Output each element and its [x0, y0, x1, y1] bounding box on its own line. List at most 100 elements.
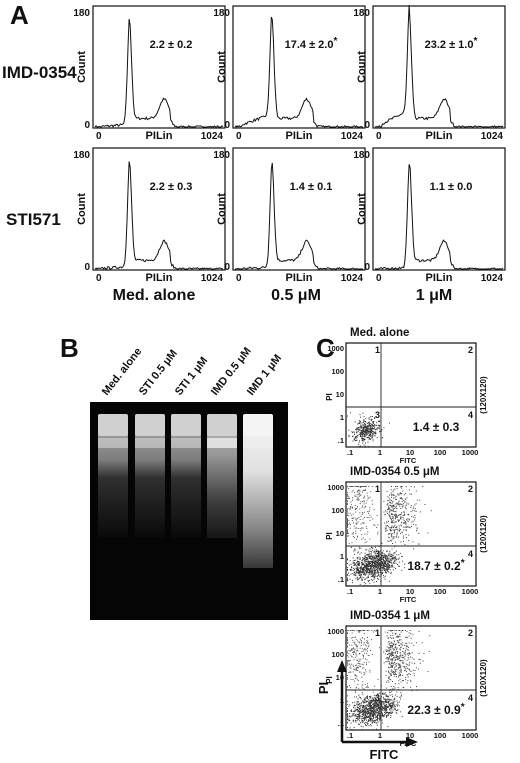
- quadrant-number: 2: [468, 628, 473, 638]
- y-axis-label: Count: [216, 193, 228, 225]
- dot-plot-frame: [345, 481, 477, 587]
- dot-plot-title: IMD-0354 0.5 μM: [350, 466, 439, 478]
- histogram-panel: 180 0 Count PILin 0 1024 2.2 ± 0.3: [73, 147, 226, 284]
- dot-plot-frame: [345, 625, 477, 731]
- dot-plot: Med. alone 1 2 3 4 1000 100 10 1 .1 PI .1 1 10 100 1000…: [325, 327, 488, 465]
- y-tick-min: 0: [224, 262, 230, 273]
- pi-arrow-label: PI: [316, 682, 331, 694]
- histogram-curve: [374, 164, 504, 270]
- quadrant-number: 3: [375, 410, 380, 420]
- x-tick-max: 1024: [481, 273, 504, 284]
- histogram-frame: [92, 147, 226, 271]
- histogram-frame: [92, 5, 226, 129]
- quadrant-number: 2: [468, 484, 473, 494]
- gel-band: [135, 414, 165, 436]
- significance-star: *: [473, 36, 477, 47]
- event-dots: [347, 486, 432, 586]
- significance-star: *: [333, 36, 337, 47]
- y-tick-label: 1000: [327, 627, 344, 636]
- histogram-frame: [372, 147, 506, 271]
- y-tick-min: 0: [364, 262, 370, 273]
- quadrant-value: 22.3 ± 0.9*: [407, 702, 464, 717]
- gel-band: [207, 414, 237, 436]
- histogram-curve: [94, 18, 224, 128]
- x-axis-label: PILin: [146, 272, 173, 284]
- panel-b-letter: B: [60, 333, 79, 363]
- gel-lane: [171, 414, 201, 538]
- x-tick-label: .1: [347, 587, 353, 596]
- x-tick-label: 1: [378, 448, 382, 457]
- histogram-panel: 180 0 Count PILin 0 1024 23.2 ± 1.0*: [353, 4, 506, 142]
- histogram-frame: [232, 5, 366, 129]
- y-tick-label: 1000: [327, 344, 344, 353]
- gel-band: [243, 414, 273, 436]
- quadrant-value: 1.4 ± 0.3: [413, 420, 460, 434]
- quadrant-number: 4: [468, 410, 473, 420]
- x-tick-label: 100: [434, 448, 447, 457]
- histogram-panel: 180 0 Count PILin 0 1024 1.4 ± 0.1: [213, 147, 366, 284]
- x-tick-min: 0: [96, 273, 102, 284]
- significance-star: *: [461, 558, 465, 569]
- y-axis-label: PI: [325, 676, 334, 684]
- x-tick-min: 0: [376, 273, 382, 284]
- y-tick-max: 180: [213, 8, 230, 19]
- panel-a-row-label-sti: STI571: [6, 210, 61, 229]
- histogram-frame: [372, 5, 506, 129]
- y-axis-label: Count: [76, 193, 88, 225]
- histogram-frame: [232, 147, 366, 271]
- y-tick-label: .1: [338, 436, 344, 445]
- x-tick-label: 100: [434, 587, 447, 596]
- x-tick-label: 1000: [462, 731, 479, 740]
- stat-value: 1.1 ± 0.0: [430, 181, 473, 193]
- stat-value: 17.4 ± 2.0*: [285, 36, 338, 51]
- dot-plot-column: Med. alone 1 2 3 4 1000 100 10 1 .1 PI .1 1 10 100 1000…: [325, 327, 488, 748]
- x-tick-label: 1000: [462, 448, 479, 457]
- panel-a-column-label-05: 0.5 μM: [271, 287, 321, 304]
- x-tick-max: 1024: [201, 131, 224, 142]
- dot-plot: IMD-0354 0.5 μM12341000100101.1PI.111010…: [325, 466, 488, 604]
- quadrant-number: 3: [375, 693, 380, 703]
- event-dots: [347, 630, 431, 730]
- y-tick-label: 1: [340, 552, 344, 561]
- gel-lane: [135, 414, 165, 538]
- axis-arrows: [337, 660, 418, 747]
- stat-value: 2.2 ± 0.2: [150, 39, 193, 51]
- y-tick-label: 100: [331, 506, 344, 515]
- x-axis-label: PILin: [426, 130, 453, 142]
- x-tick-min: 0: [96, 131, 102, 142]
- y-axis-label: Count: [216, 51, 228, 83]
- x-tick-label: .1: [347, 731, 353, 740]
- gel-lane: [243, 414, 273, 568]
- side-label: (120X120): [479, 659, 488, 697]
- y-tick-label: 10: [336, 390, 344, 399]
- y-tick-label: 1: [340, 413, 344, 422]
- quadrant-number: 1: [375, 628, 380, 638]
- x-tick-label: .1: [347, 448, 353, 457]
- x-tick-max: 1024: [201, 273, 224, 284]
- y-tick-label: 10: [336, 673, 344, 682]
- quadrant-number: 1: [375, 345, 380, 355]
- y-tick-max: 180: [73, 8, 90, 19]
- quadrant-number: 4: [468, 693, 473, 703]
- y-tick-label: 1000: [327, 483, 344, 492]
- y-tick-max: 180: [353, 150, 370, 161]
- y-tick-max: 180: [73, 150, 90, 161]
- x-axis-label: PILin: [286, 130, 313, 142]
- x-tick-max: 1024: [341, 131, 364, 142]
- y-tick-min: 0: [364, 120, 370, 131]
- panel-a-letter: A: [10, 0, 29, 30]
- panel-c-letter: C: [316, 333, 335, 363]
- y-tick-label: 100: [331, 650, 344, 659]
- dot-plot-title: Med. alone: [350, 327, 409, 339]
- y-tick-label: 10: [336, 529, 344, 538]
- significance-star: *: [461, 702, 465, 713]
- stat-value: 23.2 ± 1.0*: [425, 36, 478, 51]
- y-axis-label: Count: [356, 51, 368, 83]
- x-tick-label: 10: [406, 448, 414, 457]
- gel-lane: [98, 414, 128, 538]
- x-axis-label: FITC: [400, 456, 417, 465]
- x-tick-min: 0: [236, 131, 242, 142]
